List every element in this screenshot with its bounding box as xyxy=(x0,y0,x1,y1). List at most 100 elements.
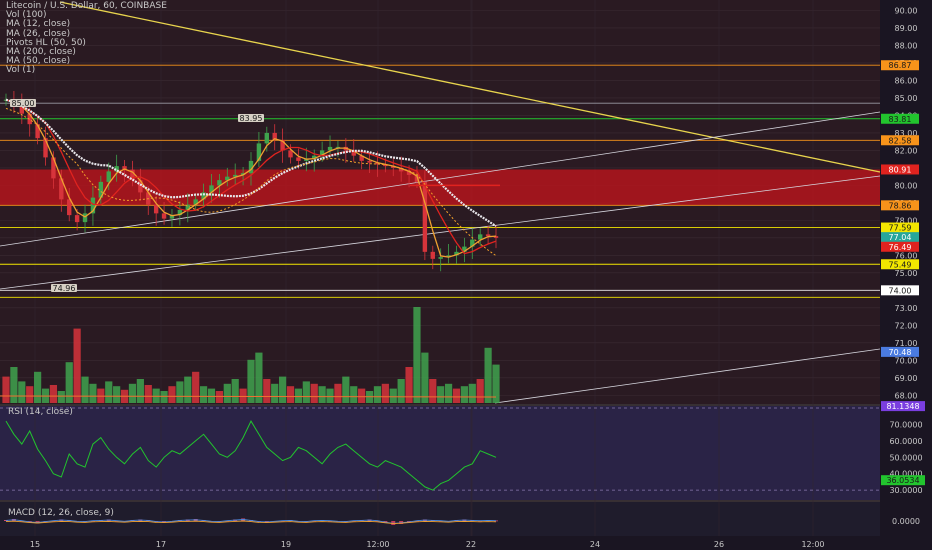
candle-body xyxy=(367,160,372,163)
time-tick-label: 17 xyxy=(156,540,166,549)
price-badge: 76.49 xyxy=(881,241,919,252)
candle-body xyxy=(59,178,64,200)
volume-bar xyxy=(199,386,208,403)
price-badge: 80.91 xyxy=(881,164,919,175)
volume-bar xyxy=(381,383,389,403)
indicator-pivots-hl[interactable]: Pivots HL (50, 50) xyxy=(6,37,86,48)
price-tick-label: 78.00 xyxy=(895,216,918,225)
indicator-ma-50[interactable]: MA (50, close) xyxy=(6,56,71,67)
price-badge-bg xyxy=(881,346,919,357)
volume-bar xyxy=(247,359,255,403)
time-tick-label: 15 xyxy=(30,540,40,549)
candle-body xyxy=(272,132,277,140)
volume-bar xyxy=(192,371,200,403)
price-badge-bg xyxy=(881,60,919,71)
macd-pane-label[interactable]: MACD (12, 26, close, 9) xyxy=(8,508,114,518)
price-tick-label: 69.00 xyxy=(895,374,918,383)
chart-legend: Litecoin / U.S. Dollar, 60, COINBASE Vol… xyxy=(6,1,167,76)
price-tick-label: 86.00 xyxy=(895,76,918,85)
rsi-pane-label[interactable]: RSI (14, close) xyxy=(8,407,73,417)
candle-body xyxy=(319,150,325,156)
price-badge-bg xyxy=(881,285,919,296)
time-tick-label: 12:00 xyxy=(366,540,389,549)
trendline-yellow xyxy=(59,1,881,173)
volume-bar xyxy=(239,388,247,403)
volume-ma-line xyxy=(0,395,497,398)
macd-pane xyxy=(0,502,880,536)
candle-body xyxy=(225,176,230,181)
candle-body xyxy=(280,139,285,151)
pivot-label-text: 85.00 xyxy=(12,99,35,108)
indicator-vol-100[interactable]: Vol (100) xyxy=(6,10,47,21)
candle-body xyxy=(209,185,214,193)
candle-body xyxy=(169,215,175,219)
volume-bar xyxy=(136,379,144,403)
price-badge: 75.49 xyxy=(881,259,919,270)
indicator-vol-1[interactable]: Vol (1) xyxy=(6,65,36,76)
volume-bar xyxy=(49,385,58,403)
volume-bar xyxy=(152,388,160,403)
rsi-badge-bg xyxy=(881,475,925,486)
candle-body xyxy=(264,132,270,144)
candle-body xyxy=(138,180,143,193)
price-badge: 70.48 xyxy=(881,346,919,357)
time-tick-label: 22 xyxy=(466,540,476,549)
volume-bar xyxy=(73,328,81,403)
price-tick-label: 70.00 xyxy=(895,356,918,365)
candle-body xyxy=(327,146,333,151)
rsi-tick-label: 50.0000 xyxy=(889,453,922,462)
candle-body xyxy=(430,251,435,259)
candle-body xyxy=(106,171,111,182)
candle-body xyxy=(232,174,238,177)
candle-body xyxy=(398,167,404,172)
price-tick-label: 80.00 xyxy=(895,181,918,190)
volume-bar xyxy=(128,383,137,403)
volume-bar xyxy=(65,362,73,403)
price-tick-label: 75.00 xyxy=(895,269,918,278)
price-tick-label: 68.00 xyxy=(895,391,918,400)
candle-body xyxy=(35,124,40,139)
price-tick-label: 88.00 xyxy=(895,41,918,50)
indicator-ma-12[interactable]: MA (12, close) xyxy=(6,19,71,30)
candle-body xyxy=(304,159,309,161)
volume-bar xyxy=(160,391,168,403)
price-badge: 83.81 xyxy=(881,113,919,124)
candle-body xyxy=(74,215,80,223)
time-tick-label: 24 xyxy=(590,540,600,549)
price-tick-label: 76.00 xyxy=(895,251,918,260)
symbol-title[interactable]: Litecoin / U.S. Dollar, 60, COINBASE xyxy=(6,1,167,11)
price-badge: 82.58 xyxy=(881,135,919,146)
volume-bar xyxy=(105,381,113,403)
price-badge-bg xyxy=(881,164,919,175)
candle-body xyxy=(161,213,167,219)
price-badge: 74.00 xyxy=(881,285,919,296)
price-tick-label: 73.00 xyxy=(895,304,918,313)
macd-histogram-bar xyxy=(494,520,498,522)
candle-body xyxy=(82,213,88,223)
rsi-tick-label: 40.0000 xyxy=(889,470,922,479)
volume-bar xyxy=(326,388,334,403)
candle-body xyxy=(153,204,159,214)
volume-bar xyxy=(34,371,42,403)
price-badge-text: 70.48 xyxy=(889,348,912,357)
volume-bar xyxy=(310,383,318,403)
candle-body xyxy=(351,150,356,156)
volume-bar xyxy=(207,388,216,403)
indicator-ma-26[interactable]: MA (26, close) xyxy=(6,28,71,39)
rsi-line xyxy=(5,420,497,491)
candle-body xyxy=(391,166,396,168)
volume-bar xyxy=(492,364,500,403)
indicator-ma-200[interactable]: MA (200, close) xyxy=(6,47,76,58)
candle-body xyxy=(485,234,491,237)
volume-bar xyxy=(373,386,382,403)
candle-body xyxy=(51,157,56,179)
volume-bar xyxy=(318,386,326,403)
candle-body xyxy=(67,199,72,216)
time-tick-label: 12:00 xyxy=(801,540,824,549)
price-badge: 86.87 xyxy=(881,60,919,71)
pivot-label: 74.96 xyxy=(51,284,77,293)
volume-bar xyxy=(389,388,397,403)
volume-bar xyxy=(484,347,492,403)
